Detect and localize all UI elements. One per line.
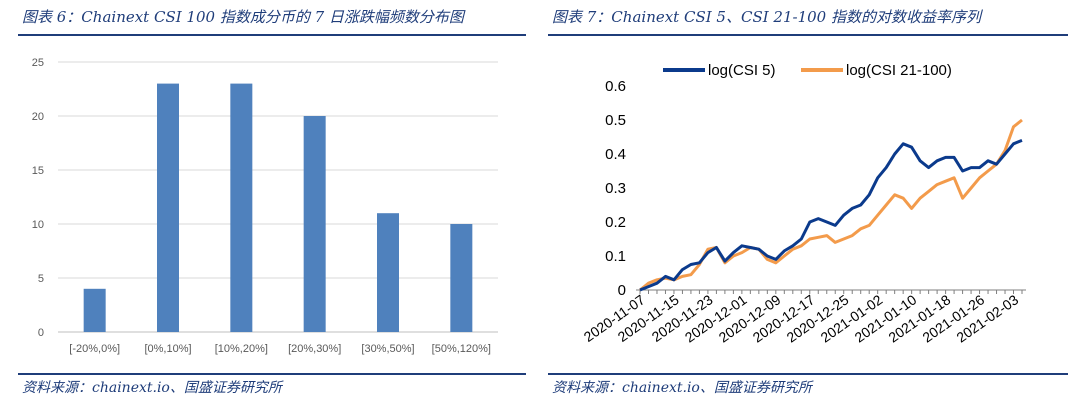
y-tick-label: 0.6 (605, 78, 626, 95)
figure-7-title: 图表 7：Chainext CSI 5、CSI 21-100 指数的对数收益率序… (552, 8, 981, 26)
y-tick-label: 0 (38, 327, 44, 339)
figure-7-bottom-rule (548, 373, 1068, 375)
y-tick-label: 0 (618, 282, 626, 299)
y-tick-label: 20 (32, 111, 44, 123)
y-tick-label: 15 (32, 165, 44, 177)
bar (83, 288, 106, 332)
y-tick-label: 0.1 (605, 248, 626, 265)
y-tick-label: 0.4 (605, 146, 626, 163)
x-tick-label: [10%,20%] (215, 343, 268, 355)
line-chart: 00.10.20.30.40.50.62020-11-072020-11-152… (581, 62, 1026, 346)
figure-6-top-rule (18, 34, 526, 36)
x-tick-label: [20%,30%] (288, 343, 341, 355)
legend-label: log(CSI 21-100) (846, 62, 952, 79)
figure-7-top-rule (548, 34, 1068, 36)
x-tick-label: [50%,120%] (432, 343, 491, 355)
figure-6-bottom-rule (18, 373, 526, 375)
y-tick-label: 10 (32, 219, 44, 231)
y-tick-label: 5 (38, 273, 44, 285)
bar (303, 116, 326, 332)
bar (450, 224, 473, 332)
figure-6-source: 资料来源：chainext.io、国盛证券研究所 (22, 380, 282, 396)
x-tick-label: [30%,50%] (361, 343, 414, 355)
bar-chart: 0 5 10 15 20 25 [-20%,0%] [0%,10%] [10%,20%] [20%… (32, 57, 498, 355)
series-line-csi-5 (639, 139, 1023, 292)
y-tick-label: 0.5 (605, 112, 626, 129)
y-tick-label: 25 (32, 57, 44, 69)
figure-6-panel: 图表 6：Chainext CSI 100 指数成分币的 7 日涨跌幅频数分布图… (18, 0, 526, 404)
legend-label: log(CSI 5) (708, 62, 776, 79)
y-tick-label: 0.3 (605, 180, 626, 197)
figure-7-source: 资料来源：chainext.io、国盛证券研究所 (552, 380, 812, 396)
bar (230, 83, 253, 332)
figure-7-panel: 图表 7：Chainext CSI 5、CSI 21-100 指数的对数收益率序… (548, 0, 1068, 404)
bar (377, 213, 399, 332)
y-tick-label: 0.2 (605, 214, 626, 231)
bar (157, 83, 179, 332)
x-tick-label: [-20%,0%] (69, 343, 120, 355)
x-tick-label: [0%,10%] (144, 343, 191, 355)
figure-6-title: 图表 6：Chainext CSI 100 指数成分币的 7 日涨跌幅频数分布图 (22, 8, 464, 26)
